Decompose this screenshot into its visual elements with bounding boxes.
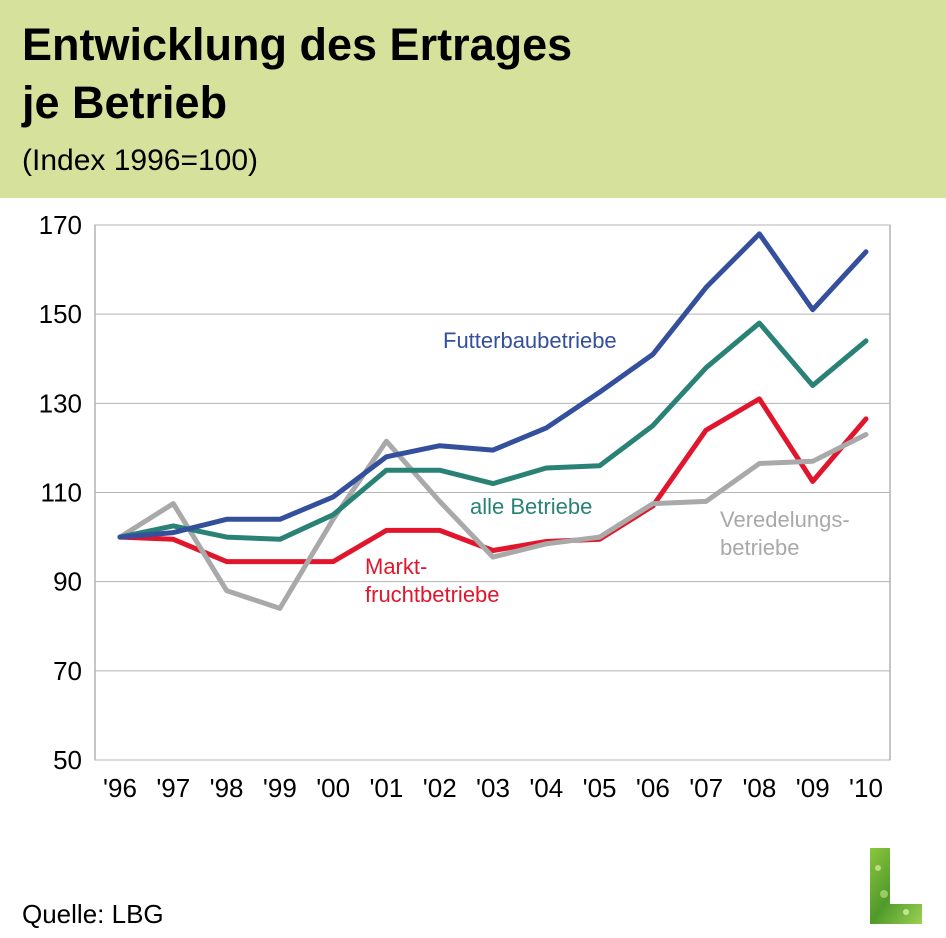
x-tick-label: '06 (636, 773, 670, 803)
series-label-line: Futterbaubetriebe (443, 328, 617, 353)
chart-title: Entwicklung des Ertrages je Betrieb (22, 19, 573, 128)
y-tick-label: 150 (39, 299, 82, 329)
x-tick-label: '10 (849, 773, 883, 803)
source-note: Quelle: LBG (22, 899, 164, 929)
series-line-1 (117, 320, 869, 542)
x-tick-label: '07 (689, 773, 723, 803)
x-tick-label: '08 (742, 773, 776, 803)
series-layer (117, 231, 869, 611)
series-label-line: fruchtbetriebe (365, 582, 500, 607)
x-tick-label: '03 (476, 773, 510, 803)
y-tick-label: 70 (53, 656, 82, 686)
green-l-logo-icon (870, 848, 922, 924)
axis-layer: 50 70 90 110 130 150 170 '96 '97 '98 '99 '00 '01 '02 '… (39, 210, 883, 803)
x-tick-label: '96 (103, 773, 137, 803)
y-tick-label: 110 (41, 478, 82, 508)
series-line-0 (117, 231, 869, 540)
label-layer: Futterbaubetriebe alle Betriebe Markt-fruc… (365, 328, 850, 607)
y-tick-label: 90 (53, 567, 82, 597)
x-tick-label: '04 (529, 773, 563, 803)
series-label-line: Veredelungs- (720, 507, 850, 532)
series-label-line: betriebe (720, 535, 800, 560)
series-line-2 (117, 396, 869, 565)
series-label-0: Futterbaubetriebe (443, 328, 617, 353)
series-label-line: alle Betriebe (470, 494, 592, 519)
x-tick-label: '09 (796, 773, 830, 803)
series-label-2: Markt-fruchtbetriebe (365, 554, 500, 607)
header-band: Entwicklung des Ertrages je Betrieb (Ind… (0, 0, 946, 198)
y-tick-label: 50 (53, 745, 82, 775)
y-tick-label: 170 (39, 210, 82, 240)
x-tick-label: '02 (423, 773, 457, 803)
x-tick-label: '01 (369, 773, 403, 803)
series-line-3 (117, 432, 869, 611)
series-label-line: Markt- (365, 554, 427, 579)
x-tick-label: '98 (210, 773, 244, 803)
x-tick-label: '97 (156, 773, 190, 803)
series-label-3: Veredelungs-betriebe (720, 507, 850, 560)
x-tick-label: '05 (583, 773, 617, 803)
y-tick-label: 130 (39, 388, 82, 418)
chart-subtitle: (Index 1996=100) (22, 144, 259, 177)
x-tick-label: '99 (263, 773, 297, 803)
grid-layer (94, 224, 891, 761)
x-tick-label: '00 (316, 773, 350, 803)
series-label-1: alle Betriebe (470, 494, 592, 519)
